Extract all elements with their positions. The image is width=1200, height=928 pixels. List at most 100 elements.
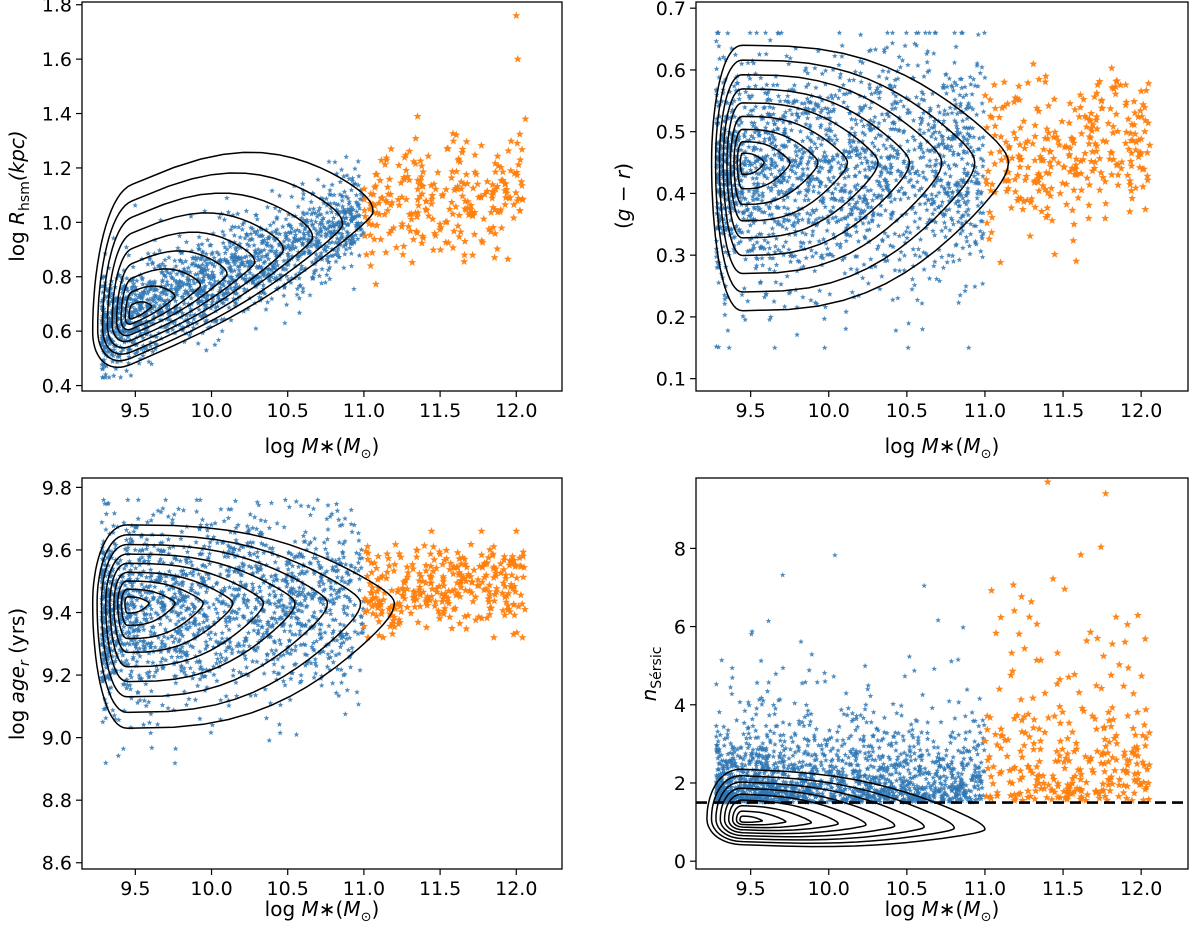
- data-point-low-mass: [217, 659, 224, 665]
- data-point-low-mass: [219, 228, 226, 235]
- data-point-low-mass: [127, 602, 134, 608]
- data-point-low-mass: [144, 301, 151, 307]
- data-point-low-mass: [910, 204, 916, 210]
- data-point-low-mass: [978, 199, 985, 206]
- data-point-low-mass: [860, 198, 867, 205]
- scatter-points: [99, 496, 529, 766]
- data-point-low-mass: [912, 209, 919, 216]
- data-point-low-mass: [298, 263, 305, 269]
- data-point-low-mass: [259, 266, 266, 272]
- data-point-low-mass: [767, 166, 774, 172]
- data-point-low-mass: [848, 211, 855, 217]
- data-point-low-mass: [714, 145, 720, 151]
- data-point-low-mass: [932, 144, 939, 151]
- data-point-high-mass: [436, 220, 444, 228]
- data-point-low-mass: [325, 253, 331, 260]
- data-point-low-mass: [306, 236, 313, 243]
- data-point-low-mass: [758, 161, 764, 167]
- data-point-high-mass: [441, 238, 450, 246]
- data-point-low-mass: [323, 233, 329, 240]
- data-point-high-mass: [1049, 133, 1058, 141]
- data-point-low-mass: [924, 48, 931, 54]
- data-point-low-mass: [352, 165, 358, 172]
- data-point-low-mass: [894, 155, 901, 161]
- data-point-low-mass: [886, 113, 892, 119]
- data-point-low-mass: [200, 274, 207, 281]
- data-point-low-mass: [153, 307, 159, 314]
- data-point-low-mass: [267, 242, 274, 249]
- data-point-low-mass: [740, 215, 747, 222]
- data-point-low-mass: [159, 277, 166, 283]
- data-point-low-mass: [199, 314, 205, 321]
- data-point-low-mass: [797, 159, 804, 165]
- data-point-low-mass: [294, 592, 301, 599]
- data-point-low-mass: [176, 625, 182, 632]
- data-point-low-mass: [105, 288, 112, 294]
- data-point-low-mass: [828, 157, 835, 163]
- data-point-high-mass: [448, 167, 457, 175]
- data-point-low-mass: [202, 645, 209, 652]
- data-point-low-mass: [125, 303, 132, 309]
- data-point-low-mass: [236, 267, 242, 273]
- data-point-low-mass: [729, 147, 735, 153]
- data-point-low-mass: [756, 192, 762, 198]
- data-point-high-mass: [371, 280, 380, 288]
- data-point-low-mass: [856, 193, 862, 199]
- data-point-high-mass: [366, 230, 375, 239]
- data-point-low-mass: [875, 124, 881, 130]
- data-point-low-mass: [147, 256, 153, 262]
- data-point-low-mass: [947, 147, 953, 153]
- data-point-low-mass: [308, 198, 315, 205]
- data-point-low-mass: [771, 196, 777, 202]
- data-point-high-mass: [369, 208, 378, 217]
- data-point-low-mass: [273, 274, 280, 280]
- data-point-low-mass: [927, 107, 934, 113]
- data-point-low-mass: [197, 583, 204, 590]
- data-point-low-mass: [200, 575, 207, 581]
- data-point-low-mass: [888, 215, 894, 221]
- data-point-low-mass: [241, 599, 247, 605]
- data-point-low-mass: [349, 241, 356, 247]
- data-point-low-mass: [335, 245, 341, 251]
- data-point-low-mass: [799, 146, 805, 152]
- data-point-low-mass: [246, 643, 253, 649]
- data-point-low-mass: [866, 163, 872, 170]
- data-point-high-mass: [360, 206, 369, 214]
- data-point-low-mass: [975, 179, 981, 185]
- data-point-low-mass: [911, 146, 918, 152]
- data-point-high-mass: [463, 197, 472, 205]
- data-point-high-mass: [1002, 152, 1010, 161]
- data-point-low-mass: [825, 175, 832, 181]
- data-point-low-mass: [160, 608, 166, 614]
- data-point-low-mass: [148, 517, 154, 523]
- data-point-low-mass: [155, 295, 162, 302]
- data-point-low-mass: [219, 654, 225, 661]
- data-point-low-mass: [843, 224, 850, 231]
- data-point-low-mass: [203, 263, 210, 269]
- data-point-low-mass: [280, 265, 286, 271]
- data-point-low-mass: [958, 141, 964, 147]
- data-point-low-mass: [753, 175, 760, 181]
- data-point-low-mass: [959, 195, 966, 201]
- data-point-low-mass: [344, 604, 351, 610]
- data-point-low-mass: [355, 158, 362, 164]
- data-point-low-mass: [252, 275, 259, 282]
- data-point-low-mass: [980, 173, 986, 179]
- data-point-high-mass: [377, 194, 386, 202]
- data-point-high-mass: [1041, 185, 1050, 193]
- data-point-low-mass: [713, 253, 720, 260]
- data-point-low-mass: [748, 133, 755, 139]
- data-point-low-mass: [948, 215, 955, 221]
- data-point-low-mass: [292, 262, 298, 268]
- data-point-low-mass: [189, 601, 195, 607]
- data-point-low-mass: [954, 129, 960, 135]
- data-point-high-mass: [506, 166, 515, 174]
- data-point-low-mass: [963, 218, 969, 225]
- data-point-low-mass: [932, 219, 939, 225]
- data-point-low-mass: [972, 164, 979, 170]
- data-point-high-mass: [1131, 145, 1140, 154]
- data-point-low-mass: [956, 257, 963, 263]
- data-point-low-mass: [928, 191, 935, 197]
- data-point-high-mass: [1101, 199, 1110, 207]
- data-point-high-mass: [1065, 150, 1074, 158]
